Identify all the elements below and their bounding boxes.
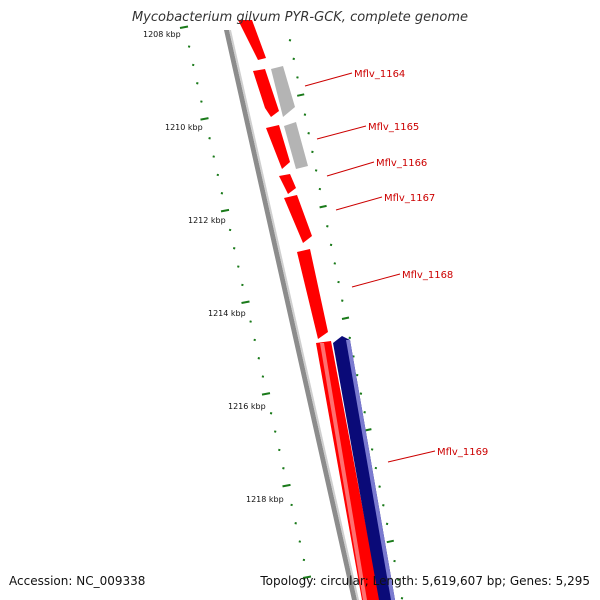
ruler-major-tick (241, 300, 250, 304)
tick-label-1216: 1216 kbp (228, 402, 266, 411)
ruler-major-tick-right (296, 93, 305, 97)
ruler-minor-tick-right (292, 57, 295, 61)
gene-segments-reverse (333, 336, 395, 600)
ruler-minor-tick-right (314, 169, 318, 172)
ruler-minor-tick (253, 338, 256, 342)
ruler-minor-tick-right (303, 113, 307, 116)
ruler-minor-tick-right (378, 485, 381, 488)
ruler-major-tick (200, 117, 209, 121)
ruler-minor-tick-right (329, 243, 333, 247)
ruler-minor-tick-right (337, 280, 340, 284)
ruler-major-tick-right (386, 539, 395, 544)
gene-grey-2[interactable] (284, 122, 308, 169)
gene-navy-1[interactable] (333, 336, 395, 600)
ruler-minor-tick-right (359, 392, 363, 395)
ruler-minor-tick (257, 357, 261, 360)
ruler-minor-tick (249, 320, 252, 323)
ruler-minor-tick-right (341, 299, 344, 302)
ruler-major-ticks (179, 25, 395, 579)
ruler-minor-tick-right (348, 336, 351, 340)
ruler-minor-tick (298, 540, 302, 543)
gene-labels: Mflv_1164 Mflv_1165 Mflv_1166 Mflv_1167 … (354, 69, 488, 458)
ruler-minor-tick (187, 45, 191, 48)
gene-label-mflv-1165[interactable]: Mflv_1165 (368, 122, 419, 133)
gene-label-mflv-1168[interactable]: Mflv_1168 (402, 270, 453, 281)
ruler-minor-tick-right (374, 466, 378, 470)
ruler-minor-tick-right (385, 522, 389, 526)
ruler-minor-tick (216, 173, 220, 177)
accession-text: Accession: NC_009338 (9, 574, 146, 588)
ruler-minor-tick (282, 467, 285, 470)
gene-label-mflv-1166[interactable]: Mflv_1166 (376, 158, 427, 169)
ruler-minor-tick-right (326, 225, 329, 228)
gene-leader-lines (304, 72, 436, 463)
gene-grey-1[interactable] (271, 66, 295, 117)
ruler-major-tick (302, 575, 312, 579)
gene-segment-5[interactable] (284, 195, 312, 243)
ruler-major-tick (179, 25, 189, 29)
gene-segment-4[interactable] (279, 174, 296, 194)
gene-segments-grey (271, 66, 308, 169)
ruler-minor-tick (191, 63, 195, 67)
tick-label-1208: 1208 kbp (143, 30, 181, 39)
ruler-minor-tick (278, 448, 281, 452)
gene-segment-6[interactable] (297, 249, 328, 339)
genome-backbone (224, 30, 357, 600)
ruler-labels: 1208 kbp 1210 kbp 1212 kbp 1214 kbp 1216… (143, 30, 284, 504)
ruler-minor-tick-right (296, 76, 299, 79)
ruler-minor-tick-right (393, 559, 396, 563)
ruler-minor-tick (228, 228, 232, 232)
gene-label-mflv-1167[interactable]: Mflv_1167 (384, 193, 435, 204)
map-title: Mycobacterium gilvum PYR-GCK, complete g… (131, 10, 469, 25)
ruler-minor-tick-right (400, 597, 404, 600)
gene-segment-1[interactable] (238, 20, 266, 60)
ruler-minor-ticks (187, 39, 404, 600)
gene-segment-2[interactable] (253, 69, 279, 117)
ruler-major-tick (282, 483, 291, 488)
ruler-minor-tick (196, 82, 199, 85)
ruler-minor-tick (212, 155, 215, 158)
ruler-minor-tick-right (318, 187, 322, 191)
gene-segments-forward (238, 20, 380, 600)
tick-label-1218: 1218 kbp (246, 495, 284, 504)
ruler-minor-tick (220, 192, 224, 195)
tick-label-1214: 1214 kbp (208, 309, 246, 318)
ruler-minor-tick (232, 247, 236, 250)
ruler-minor-tick-right (397, 578, 400, 581)
ruler-minor-tick-right (363, 411, 366, 414)
genome-backbone-highlight (229, 30, 359, 600)
ruler-minor-tick-right (288, 39, 292, 42)
ruler-minor-tick-right (307, 132, 310, 135)
ruler-minor-tick-right (355, 373, 359, 377)
ruler-minor-tick (208, 137, 211, 140)
tick-label-1212: 1212 kbp (188, 216, 226, 225)
ruler-minor-tick (241, 283, 244, 287)
ruler-minor-tick-right (311, 150, 314, 154)
ruler-minor-tick (273, 430, 277, 433)
genome-summary-text: Topology: circular; Length: 5,619,607 bp… (260, 574, 590, 588)
ruler-minor-tick-right (333, 262, 337, 265)
gene-segment-3[interactable] (266, 125, 290, 169)
ruler-minor-tick (237, 265, 240, 268)
ruler-minor-tick (261, 375, 265, 378)
gene-segment-7-shadow (320, 343, 367, 600)
ruler-minor-tick (269, 412, 273, 415)
ruler-minor-tick-right (370, 448, 374, 451)
ruler-minor-tick (290, 503, 293, 507)
tick-label-1210: 1210 kbp (165, 123, 203, 132)
gene-label-mflv-1169[interactable]: Mflv_1169 (437, 447, 488, 458)
ruler-major-tick-right (341, 316, 350, 320)
gene-label-mflv-1164[interactable]: Mflv_1164 (354, 69, 405, 80)
ruler-minor-tick (302, 558, 306, 562)
ruler-major-tick (261, 392, 271, 396)
ruler-minor-tick-right (382, 504, 385, 507)
ruler-major-tick-right (319, 204, 327, 209)
ruler-major-tick (220, 208, 230, 213)
gene-navy-1-edge (346, 340, 395, 600)
ruler-minor-tick (294, 522, 297, 525)
ruler-minor-tick (200, 100, 203, 103)
